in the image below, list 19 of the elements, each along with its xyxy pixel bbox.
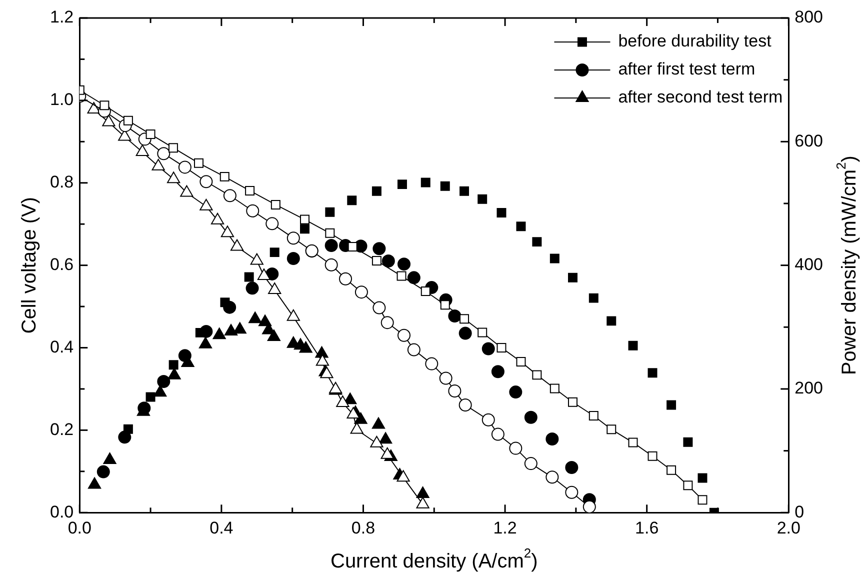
- y2-tick-label: 200: [794, 378, 824, 398]
- y2-tick-label: 400: [794, 254, 824, 274]
- x-tick-label: 0.8: [351, 518, 376, 538]
- y-tick-label: 1.0: [50, 90, 74, 110]
- y2-tick-label: 800: [794, 8, 824, 27]
- y-tick-label: 0.4: [50, 337, 74, 356]
- x-tick-label: 1.2: [493, 518, 517, 538]
- legend-label: after first test term: [618, 60, 756, 79]
- x-tick-label: 0.4: [210, 518, 234, 538]
- y2-axis-title: Power density (mW/cm2): [834, 156, 861, 376]
- x-tick-label: 1.6: [635, 518, 659, 538]
- y-tick-label: 0.8: [50, 172, 74, 192]
- y-axis-title: Cell voltage (V): [18, 196, 41, 334]
- y-tick-label: 0.6: [50, 254, 74, 274]
- y2-tick-label: 600: [794, 131, 824, 150]
- y-tick-label: 0.2: [50, 420, 74, 439]
- legend-label: after second test term: [618, 88, 783, 107]
- y-tick-label: 1.2: [50, 8, 74, 27]
- legend-label: before durability test: [618, 32, 772, 51]
